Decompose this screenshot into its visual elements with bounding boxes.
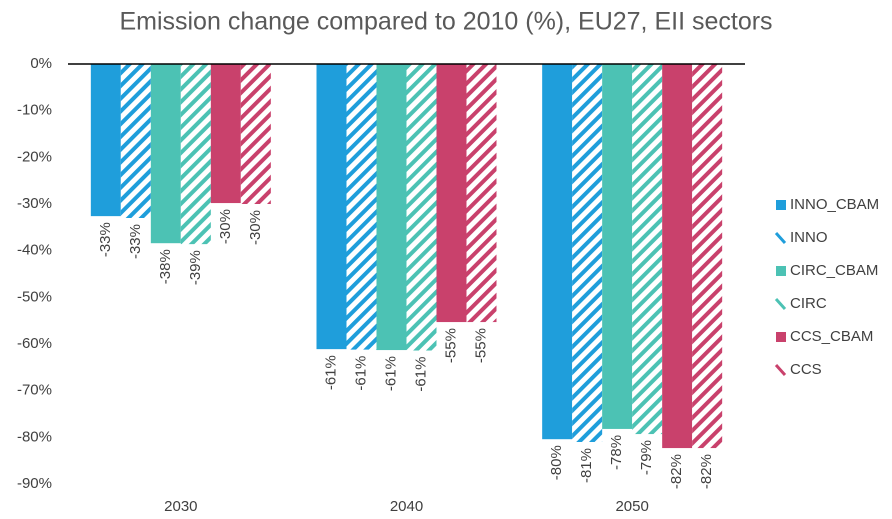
legend-label: INNO [790, 229, 828, 246]
bar [346, 64, 377, 350]
data-label: -30% [217, 209, 234, 244]
data-label: -82% [698, 454, 715, 489]
legend-marker [774, 231, 787, 245]
data-label: -79% [638, 440, 655, 475]
bar [436, 64, 467, 323]
y-tick-label: -30% [17, 195, 52, 212]
data-label: -55% [472, 328, 489, 363]
data-label: -61% [352, 356, 369, 391]
bar [180, 64, 211, 245]
y-tick-label: -90% [17, 475, 52, 492]
bar [602, 64, 633, 429]
data-label: -39% [187, 250, 204, 285]
y-tick-label: -10% [17, 102, 52, 119]
bar [542, 64, 573, 440]
data-label: -80% [548, 445, 565, 480]
y-tick-label: 0% [30, 55, 52, 72]
y-tick-label: -80% [17, 428, 52, 445]
legend-label: CCS_CBAM [790, 328, 873, 345]
y-tick-label: -70% [17, 382, 52, 399]
y-tick-label: -20% [17, 148, 52, 165]
y-tick-label: -50% [17, 288, 52, 305]
data-label: -61% [382, 356, 399, 391]
bar [662, 64, 693, 449]
data-label: -61% [412, 357, 429, 392]
legend-label: INNO_CBAM [790, 196, 879, 213]
legend-marker [776, 266, 786, 276]
data-label: -55% [442, 328, 459, 363]
bar [466, 64, 497, 323]
data-label: -33% [97, 222, 114, 257]
legend-label: CIRC_CBAM [790, 262, 878, 279]
data-label: -78% [608, 435, 625, 470]
x-tick-label: 2040 [390, 498, 423, 515]
bar [210, 64, 241, 204]
x-tick-label: 2030 [164, 498, 197, 515]
legend-marker [776, 200, 786, 210]
chart-title: Emission change compared to 2010 (%), EU… [119, 8, 772, 36]
bar [90, 64, 121, 217]
y-tick-label: -40% [17, 242, 52, 259]
legend-label: CCS [790, 361, 822, 378]
bar [316, 64, 347, 350]
legend-label: CIRC [790, 295, 827, 312]
bar [406, 64, 437, 351]
legend-marker [774, 363, 787, 377]
bar [240, 64, 271, 204]
legend-marker [774, 297, 787, 311]
bar [692, 64, 723, 449]
bar [120, 64, 151, 218]
legend-marker [776, 332, 786, 342]
bar [632, 64, 663, 435]
data-label: -30% [247, 210, 264, 245]
y-tick-label: -60% [17, 335, 52, 352]
data-label: -33% [127, 224, 144, 259]
data-label: -38% [157, 249, 174, 284]
x-tick-label: 2050 [615, 498, 648, 515]
bar [572, 64, 603, 442]
data-label: -61% [322, 355, 339, 390]
bar [150, 64, 181, 244]
data-label: -82% [668, 454, 685, 489]
bar [376, 64, 407, 351]
data-label: -81% [578, 448, 595, 483]
